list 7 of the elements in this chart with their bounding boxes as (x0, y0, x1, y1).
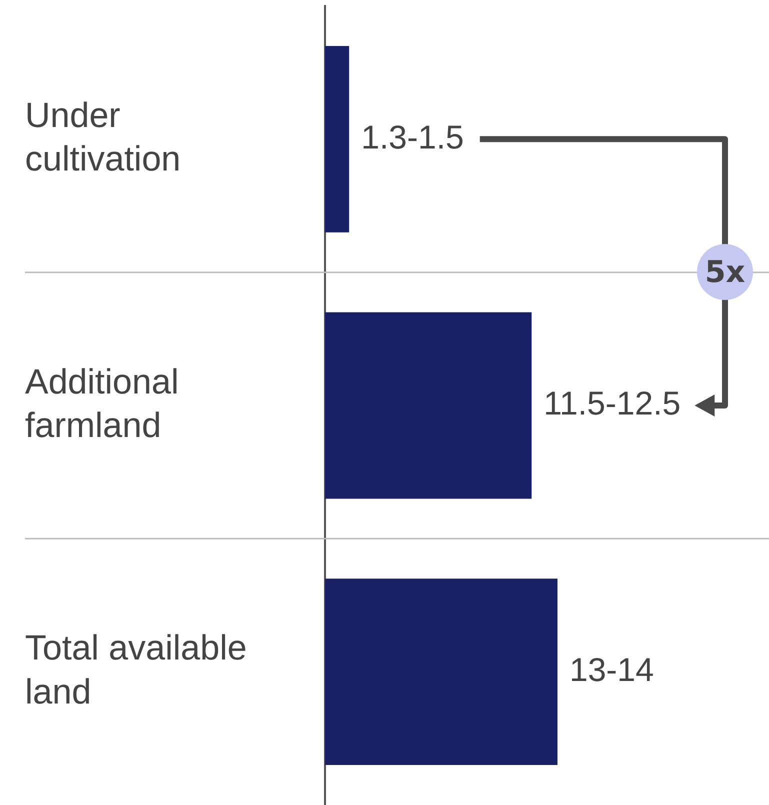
y-tick-label: Under cultivation (25, 96, 181, 179)
data-label: 11.5-12.5 (544, 384, 681, 422)
data-label: 1.3-1.5 (361, 118, 464, 156)
y-tick-label: Total available land (25, 628, 247, 712)
y-tick-label: Additional farmland (25, 362, 179, 446)
text: 5x (697, 244, 753, 300)
data-label: 13-14 (569, 650, 654, 688)
